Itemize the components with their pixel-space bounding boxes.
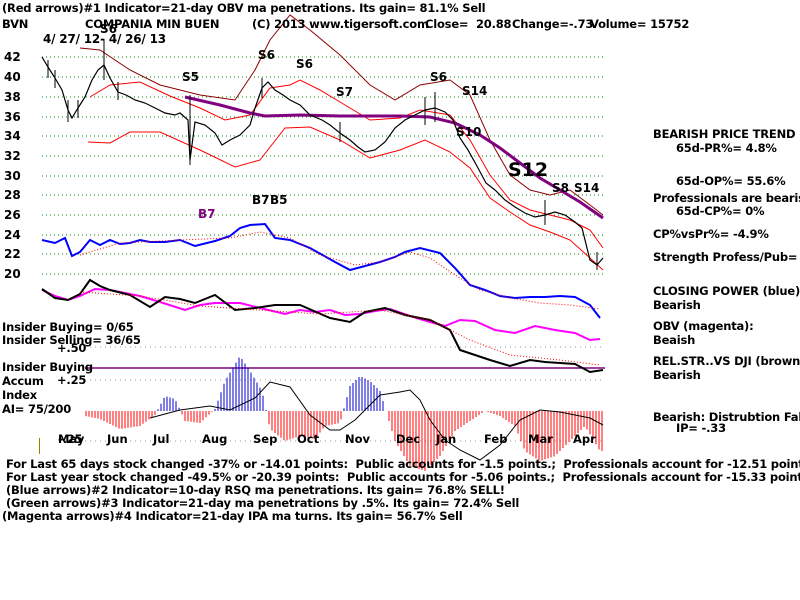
month-label: Aug [202, 432, 228, 446]
month-label: Jan [436, 432, 457, 446]
closing-power-line [41, 222, 601, 319]
obv-status: Beaish [653, 333, 696, 347]
ai-status: Bearish: Distrubtion Falling [653, 410, 800, 424]
copyright-text: (C) 2013 www.tigersoft.com [252, 17, 429, 31]
footer-blue-arrows: (Blue arrows)#2 Indicator=10-day RSQ ma … [6, 483, 505, 497]
signal-s14: S14 [574, 181, 600, 195]
ai-scale-plus50: +.50 [57, 341, 87, 355]
y-label-42: 42 [4, 50, 21, 64]
closing-power-label: CLOSING POWER (blue): [653, 284, 800, 298]
y-label-28: 28 [4, 188, 21, 202]
price-series [41, 56, 604, 266]
insider-buying-label: Insider Buying [2, 360, 93, 374]
pr-value: 65d-PR%= 4.8% [676, 141, 777, 155]
y-label-30: 30 [4, 169, 21, 183]
month-label: Dec [396, 432, 421, 446]
signal-s12: S12 [508, 159, 549, 181]
footer-magenta-arrows: (Magenta arrows)#4 Indicator=21-day IPA … [2, 509, 463, 523]
footer-year-change: For Last year stock changed -49.5% or -2… [6, 470, 800, 484]
header-indicator-line: (Red arrows)#1 Indicator=21-day OBV ma p… [2, 1, 486, 15]
date-range: 4/ 27/ 12- 4/ 26/ 13 [43, 32, 166, 46]
month-label: Oct [297, 432, 320, 446]
close-price: Close= 20.88 [425, 17, 512, 31]
obv-ma [79, 291, 601, 366]
y-label-24: 24 [4, 228, 21, 242]
accum-label: Accum [2, 374, 44, 388]
strength-value: Strength Profess/Pub= 8.3 [653, 250, 798, 264]
month-label: Feb [484, 432, 508, 446]
y-label-32: 32 [4, 149, 21, 163]
relstr-status: Bearish [653, 368, 701, 382]
relative-strength-line [41, 278, 604, 374]
footer-65day-change: For Last 65 days stock changed -37% or -… [6, 457, 800, 471]
y-label-36: 36 [4, 110, 21, 124]
ai-scale-minus25: -.25 [58, 432, 83, 446]
month-label: Apr [573, 432, 596, 446]
month-label: Jun [107, 432, 128, 446]
month-label: Sep [253, 432, 278, 446]
signal-s6: S6 [258, 48, 275, 62]
obv-label: OBV (magenta): [653, 319, 754, 333]
price-bar-ticks [47, 40, 598, 270]
ip-value: IP= -.33 [676, 421, 726, 435]
professionals-status: Professionals are bearish [653, 191, 800, 205]
signal-s8: S8 [552, 181, 569, 195]
lower-band [87, 126, 604, 271]
ai-gridlines [85, 346, 605, 442]
volume-value: Volume= 15752 [590, 17, 690, 31]
footer-green-arrows: (Green arrows)#3 Indicator=21-day ma pen… [6, 496, 520, 510]
company-name: COMPANIA MIN BUEN [85, 17, 220, 31]
accumulation-index-ma [149, 381, 604, 461]
insider-buying-count: Insider Buying= 0/65 [2, 320, 134, 334]
signal-s6: S6 [430, 70, 447, 84]
ai-value: AI= 75/200 [2, 402, 72, 416]
upper-outer-band [79, 14, 604, 216]
y-label-20: 20 [4, 267, 21, 281]
month-label: Nov [345, 432, 371, 446]
y-label-26: 26 [4, 208, 21, 222]
month-label: May [58, 432, 85, 446]
index-label: Index [2, 388, 37, 402]
month-label: Jul [153, 432, 170, 446]
op-value: 65d-OP%= 55.6% [676, 174, 786, 188]
ticker-symbol: BVN [2, 17, 29, 31]
relstr-label: REL.STR..VS DJI (brown) [653, 354, 800, 368]
accumulation-index-bars [85, 357, 603, 471]
month-label: Mar [528, 432, 553, 446]
signal-s5: S5 [182, 70, 199, 84]
signal-s14: S14 [462, 84, 488, 98]
insider-selling-count: Insider Selling= 36/65 [2, 333, 141, 347]
y-label-38: 38 [4, 90, 21, 104]
y-label-34: 34 [4, 129, 21, 143]
change-value: Change=-.73 [512, 17, 594, 31]
price-trend-status: BEARISH PRICE TREND [653, 127, 796, 141]
marker-line [39, 438, 40, 454]
signal-s6: S6 [100, 22, 117, 36]
y-label-40: 40 [4, 70, 21, 84]
signal-s6: S6 [296, 57, 313, 71]
signal-b7: B7 [252, 193, 270, 207]
moving-average [184, 95, 604, 220]
cp-value: 65d-CP%= 0% [676, 204, 765, 218]
signal-b7: B7 [198, 207, 216, 221]
closing-power-status: Bearish [653, 298, 701, 312]
signal-s7: S7 [336, 85, 353, 99]
y-label-22: 22 [4, 247, 21, 261]
signal-b5: B5 [270, 193, 288, 207]
signal-s10: S10 [456, 125, 482, 139]
cp-vs-pr-value: CP%vsPr%= -4.9% [653, 227, 769, 241]
closing-power-ma [79, 231, 601, 310]
upper-band [89, 79, 604, 249]
ai-scale-plus25: +.25 [57, 373, 87, 387]
